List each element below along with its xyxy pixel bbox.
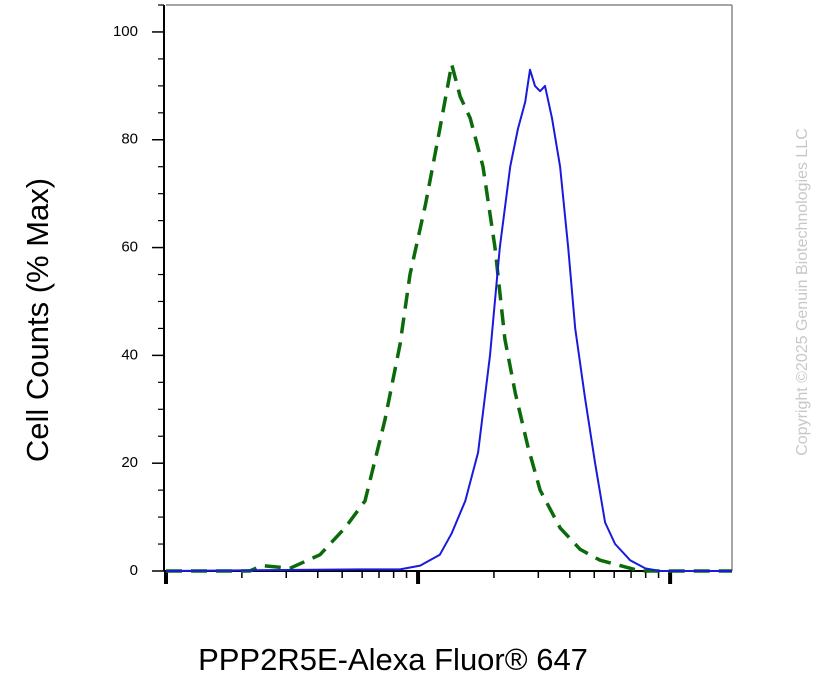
x-axis-title: PPP2R5E-Alexa Fluor® 647 — [198, 642, 588, 677]
histogram-line — [166, 62, 732, 573]
copyright: Copyright ©2025 Genuin Biotechnologies L… — [794, 128, 811, 456]
y-axis-title: Cell Counts (% Max) — [20, 178, 55, 462]
y-tick-label: 100 — [113, 23, 138, 40]
histogram-line — [165, 68, 732, 572]
y-tick-label: 0 — [130, 562, 138, 579]
y-tick-label: 20 — [121, 454, 138, 471]
y-tick-label: 60 — [121, 239, 138, 256]
y-tick-label: 80 — [121, 131, 138, 148]
y-tick-label: 40 — [121, 346, 138, 363]
